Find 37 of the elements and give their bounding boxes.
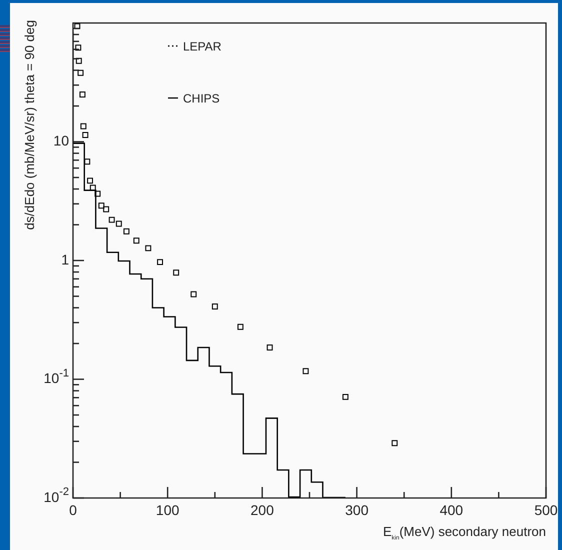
point [78, 70, 84, 76]
point [157, 259, 164, 266]
point [98, 202, 104, 209]
x-tick-label: 400 [440, 502, 464, 518]
point [75, 44, 82, 51]
x-tick-label: 0 [69, 502, 78, 518]
legend-label: CHIPS [183, 91, 220, 106]
point [76, 58, 82, 64]
point [266, 344, 273, 350]
x-tick-label: 100 [156, 502, 180, 518]
point [173, 270, 180, 276]
point [302, 368, 309, 374]
x-axis-title: E$_{kin}$(MeV) secondary neutron [382, 524, 546, 542]
x-tick-label: 500 [534, 502, 558, 518]
point [123, 228, 130, 234]
point [94, 190, 101, 197]
point [82, 132, 88, 138]
y-tick-label: 10 [53, 132, 70, 149]
point [342, 394, 348, 400]
point [80, 123, 86, 130]
y-tick-label: 1 [61, 251, 70, 268]
point [116, 220, 122, 227]
point [237, 324, 244, 330]
point [87, 178, 94, 184]
point [103, 206, 110, 212]
point [133, 238, 140, 244]
x-tick-label: 200 [250, 502, 274, 518]
point [145, 245, 152, 252]
point [212, 304, 218, 310]
point [392, 440, 398, 446]
point [108, 216, 115, 223]
point [79, 92, 86, 98]
legend-label: LEPAR [183, 39, 222, 54]
point [190, 291, 197, 298]
y-axis-title: ds/dEdo (mb/MeV/sr) theta = 90 deg [22, 20, 37, 230]
x-tick-label: 300 [345, 502, 369, 518]
point [74, 23, 80, 30]
